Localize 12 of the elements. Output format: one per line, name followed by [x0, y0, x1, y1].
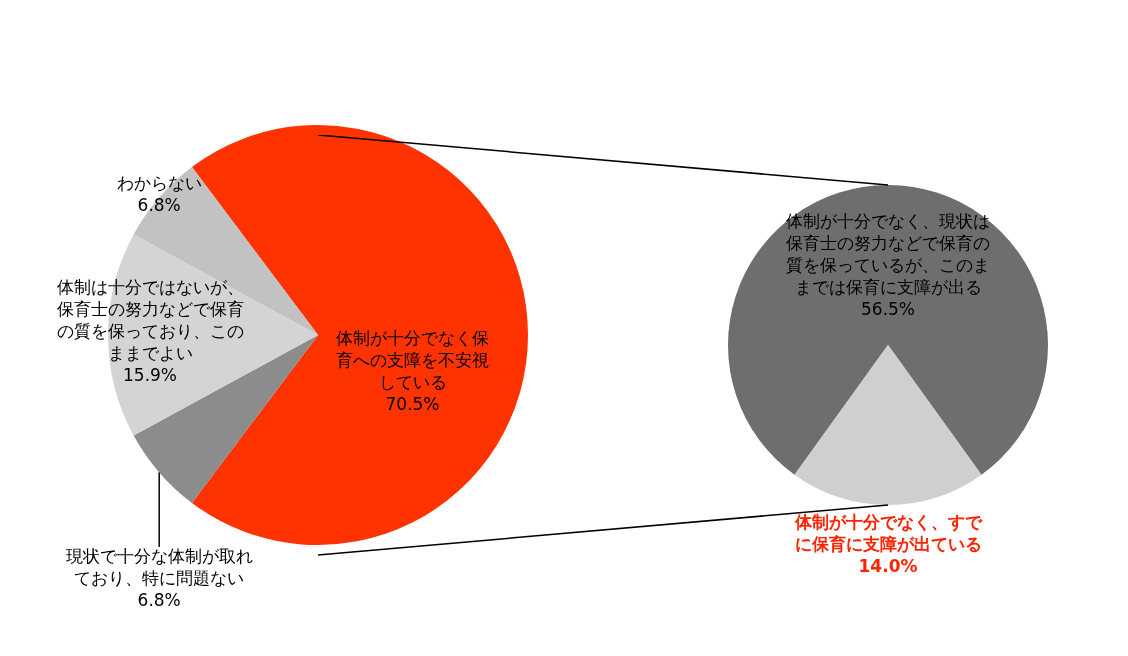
slice-label: 体制が十分でなく、現状は保育士の努力などで保育の質を保っているが、このままでは保育に支障が出る	[786, 210, 990, 297]
data-label: 70.5%	[385, 393, 440, 414]
slice-label: 体制は十分ではないが、保育士の努力などで保育の質を保っており、このままでよい	[56, 276, 244, 363]
data-label: 6.8%	[137, 194, 181, 215]
slice-label: 体制が十分でなく、すでに保育に支障が出ている	[793, 511, 983, 554]
data-label: 14.0%	[858, 555, 918, 576]
slice-label: 体制が十分でなく保育への支障を不安視している	[336, 327, 489, 392]
slice-label: 現状で十分な体制が取れており、特に問題ない	[65, 545, 253, 588]
data-label: 6.8%	[137, 589, 181, 610]
data-label: 15.9%	[122, 364, 178, 385]
slice-label: わからない	[116, 172, 202, 193]
data-label: 56.5%	[860, 298, 916, 319]
